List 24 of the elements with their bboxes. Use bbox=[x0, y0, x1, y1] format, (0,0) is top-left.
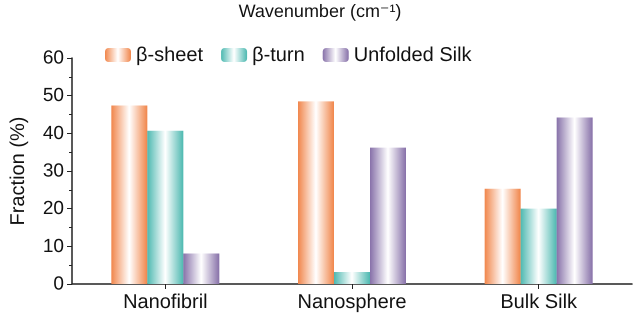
text: Wavenumber (cm⁻¹) bbox=[238, 1, 402, 21]
bar bbox=[556, 118, 593, 284]
y-axis-title: Fraction (%) bbox=[7, 116, 29, 226]
bar bbox=[370, 148, 406, 284]
y-tick-label: 0 bbox=[53, 274, 64, 294]
legend-label: β-sheet bbox=[136, 44, 204, 66]
y-tick-label: 20 bbox=[42, 198, 64, 220]
legend-label: Unfolded Silk bbox=[354, 44, 473, 66]
legend-label: β-turn bbox=[252, 44, 305, 66]
x-tick-label: Nanosphere bbox=[298, 291, 406, 313]
y-tick-label: 50 bbox=[42, 85, 64, 106]
x-tick-label: Bulk Silk bbox=[500, 291, 578, 313]
bar bbox=[298, 101, 334, 284]
bar bbox=[183, 253, 220, 284]
x-tick-label: Nanofibril bbox=[123, 291, 208, 313]
y-tick-label: 30 bbox=[42, 160, 64, 182]
y-tick-label: 40 bbox=[42, 122, 64, 144]
bar bbox=[334, 272, 370, 284]
bar bbox=[484, 188, 521, 284]
y-tick-label: 60 bbox=[42, 48, 64, 68]
bar bbox=[520, 208, 557, 284]
bar bbox=[147, 130, 184, 284]
y-tick-label: 10 bbox=[42, 236, 64, 257]
bar bbox=[111, 105, 148, 284]
